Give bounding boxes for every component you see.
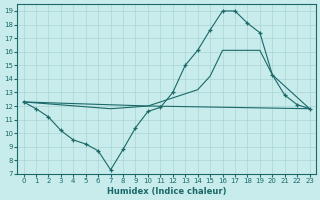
X-axis label: Humidex (Indice chaleur): Humidex (Indice chaleur) bbox=[107, 187, 226, 196]
